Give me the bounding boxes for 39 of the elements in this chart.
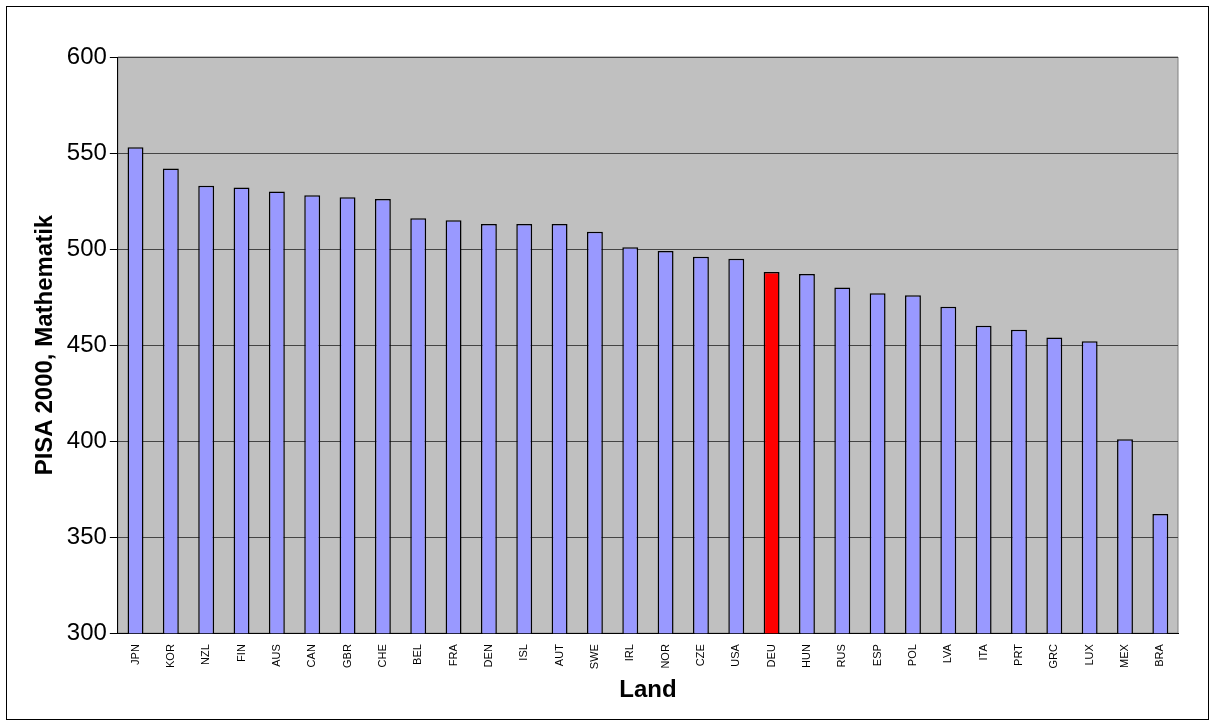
x-tick-label: DEN (481, 644, 494, 668)
x-tick-label: JPN (128, 644, 141, 665)
x-tick-label: USA (729, 643, 742, 667)
x-tick-label: BRA (1153, 643, 1166, 667)
x-tick-label: GBR (340, 644, 353, 668)
x-tick-label: RUS (835, 644, 848, 668)
x-tick-label: NZL (199, 644, 212, 665)
x-tick-label: MEX (1118, 643, 1131, 668)
x-tick-label: BEL (411, 644, 424, 665)
x-tick-label: FRA (446, 643, 459, 667)
x-tick-label: IRL (623, 644, 636, 662)
y-tick-label: 600 (66, 41, 107, 69)
x-tick-label: CZE (693, 644, 706, 667)
x-tick-label: CHE (375, 644, 388, 668)
x-tick-label: LVA (941, 643, 954, 664)
x-tick-label: FIN (234, 644, 247, 662)
x-tick-label: AUS (269, 644, 282, 667)
x-tick-label: DEU (764, 644, 777, 668)
x-tick-label: AUT (552, 643, 565, 667)
y-tick-label: 500 (66, 233, 107, 261)
x-tick-label: CAN (305, 644, 318, 668)
y-tick-label: 350 (66, 521, 107, 549)
x-tick-label: LUX (1082, 643, 1095, 666)
x-axis-title: Land (619, 675, 677, 703)
x-tick-label: KOR (163, 644, 176, 668)
y-tick-label: 400 (66, 425, 107, 453)
x-tick-label: SWE (587, 644, 600, 670)
y-tick-label: 300 (66, 617, 107, 645)
x-tick-label: ITA (976, 643, 989, 661)
x-tick-label: GRC (1047, 644, 1060, 669)
x-tick-label: ISL (517, 644, 530, 661)
y-axis-title: PISA 2000, Mathematik (30, 214, 58, 476)
x-tick-label: ESP (870, 644, 883, 667)
y-tick-label: 450 (66, 329, 107, 357)
x-tick-label: POL (905, 644, 918, 667)
x-tick-label: NOR (658, 644, 671, 669)
x-tick-label: HUN (799, 644, 812, 668)
x-tick-label: PRT (1012, 643, 1025, 666)
y-tick-label: 550 (66, 137, 107, 165)
